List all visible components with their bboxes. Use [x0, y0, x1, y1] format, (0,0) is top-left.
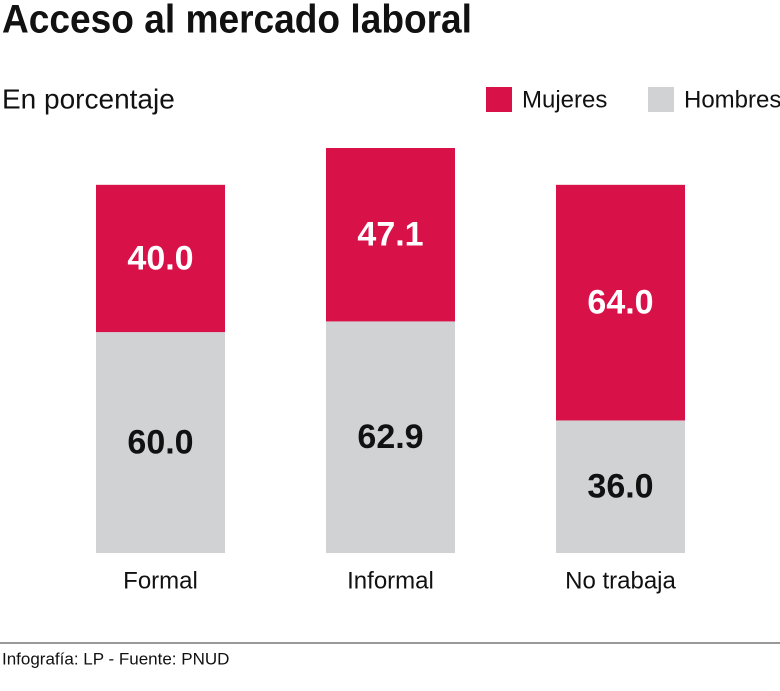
data-label: 47.1	[357, 216, 423, 254]
bar-segment	[326, 321, 455, 553]
chart-title: Acceso al mercado laboral	[2, 0, 472, 42]
data-label: 62.9	[357, 418, 423, 456]
bar-segment	[326, 148, 455, 322]
bar-segment	[96, 184, 225, 333]
bar-segment	[556, 184, 685, 421]
legend-label: Mujeres	[522, 86, 607, 113]
chart-subtitle: En porcentaje	[2, 83, 175, 114]
x-tick-label: Informal	[347, 567, 434, 594]
x-tick-label: Formal	[123, 567, 198, 594]
legend-swatch	[486, 87, 512, 112]
source: Infografía: LP - Fuente: PNUD	[2, 649, 229, 668]
data-label: 64.0	[587, 284, 653, 322]
bar-segment	[556, 420, 685, 553]
legend-label: Hombres	[684, 86, 780, 113]
legend-swatch	[648, 87, 674, 112]
bar-segment	[96, 332, 225, 553]
data-label: 40.0	[127, 239, 193, 277]
x-tick-label: No trabaja	[565, 567, 676, 594]
data-label: 36.0	[587, 468, 653, 506]
data-label: 60.0	[127, 424, 193, 462]
